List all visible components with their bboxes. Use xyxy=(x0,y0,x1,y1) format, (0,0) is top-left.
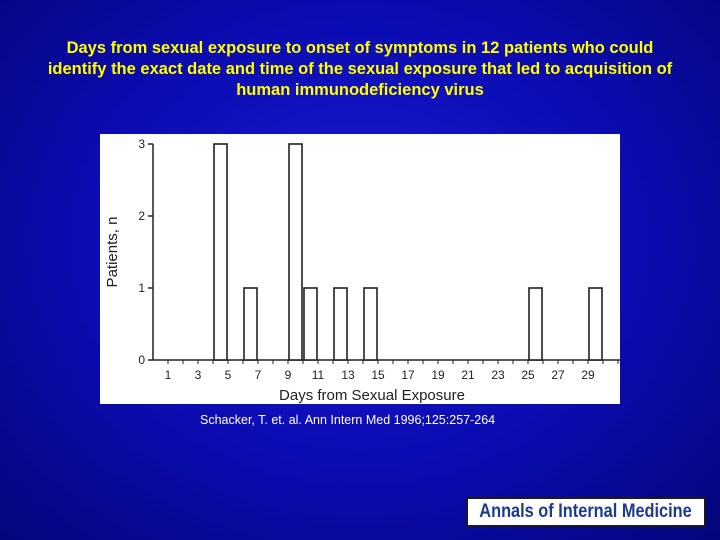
y-axis-title: Patients, n xyxy=(104,217,121,288)
x-tick-label: 3 xyxy=(195,368,202,382)
title-line-3: human immunodeficiency virus xyxy=(236,81,484,99)
x-axis-title: Days from Sexual Exposure xyxy=(279,387,465,404)
chart-panel: 0 1 2 3 1 3 5 7 9 11 13 15 17 19 21 23 25 27 29 Days from S… xyxy=(100,134,620,404)
bar-day-26 xyxy=(528,287,543,361)
x-tick-label: 9 xyxy=(285,368,292,382)
x-tick-label: 29 xyxy=(581,368,595,382)
bar-day-13 xyxy=(333,287,348,361)
bar-day-10 xyxy=(288,143,303,361)
journal-logo: Annals of Internal Medicine xyxy=(466,497,706,527)
slide-title: Days from sexual exposure to onset of sy… xyxy=(10,38,710,101)
y-tick-label: 1 xyxy=(138,281,145,295)
title-line-2: identify the exact date and time of the … xyxy=(47,60,673,78)
bar-day-11 xyxy=(303,287,318,361)
y-tick-label: 0 xyxy=(138,353,145,367)
x-tick-label: 13 xyxy=(341,368,355,382)
bar-day-15 xyxy=(363,287,378,361)
y-tick-label: 2 xyxy=(138,209,145,223)
x-tick-label: 23 xyxy=(491,368,505,382)
citation: Schacker, T. et. al. Ann Intern Med 1996… xyxy=(200,413,496,427)
title-line-1: Days from sexual exposure to onset of sy… xyxy=(66,39,654,57)
x-tick-label: 25 xyxy=(521,368,535,382)
x-tick-label: 7 xyxy=(255,368,262,382)
y-tick-label: 3 xyxy=(138,137,145,151)
x-tick-label: 19 xyxy=(431,368,445,382)
x-tick-label: 5 xyxy=(225,368,232,382)
x-tick-label: 17 xyxy=(401,368,415,382)
bar-day-5 xyxy=(213,143,228,361)
x-tick-label: 15 xyxy=(371,368,385,382)
x-tick-label: 1 xyxy=(165,368,172,382)
x-tick-label: 27 xyxy=(551,368,565,382)
bar-day-30 xyxy=(588,287,603,361)
x-tick-label: 21 xyxy=(461,368,475,382)
bar-day-7 xyxy=(243,287,258,361)
x-tick-label: 11 xyxy=(312,368,325,382)
journal-logo-text: Annals of Internal Medicine xyxy=(479,501,693,522)
